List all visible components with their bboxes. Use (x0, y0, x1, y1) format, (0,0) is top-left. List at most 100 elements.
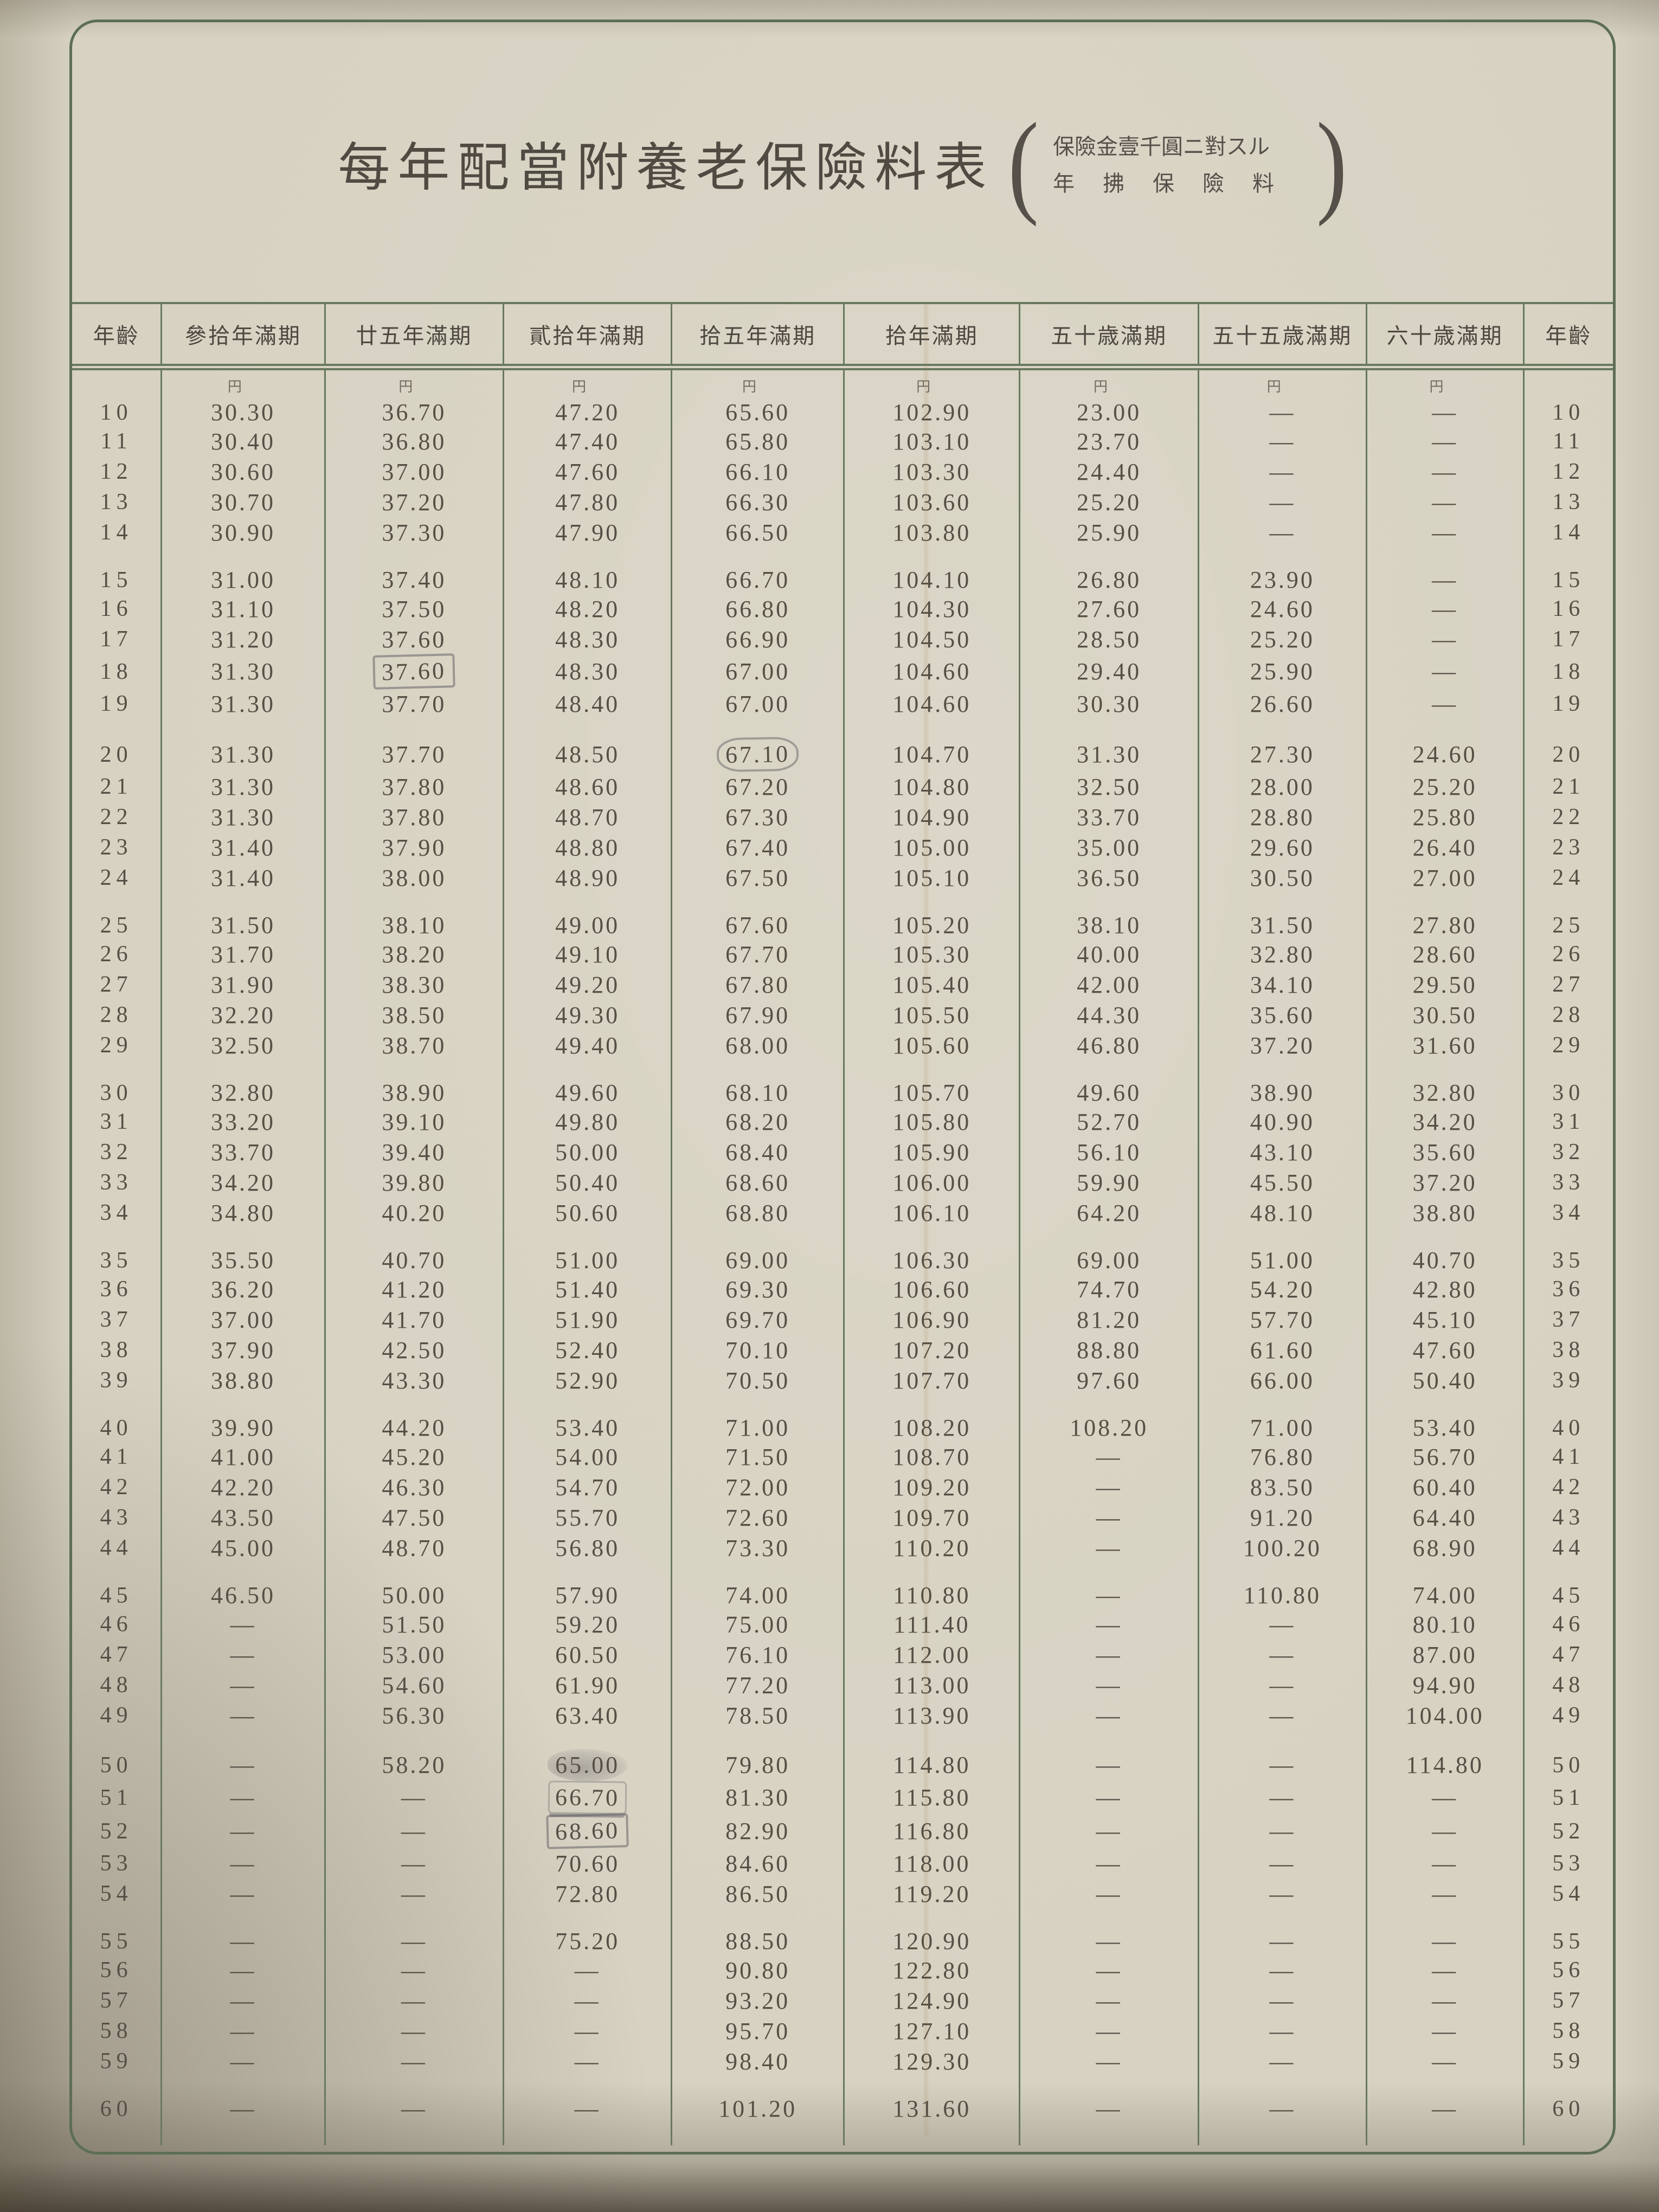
age-cell: 51 (1522, 1781, 1613, 1814)
premium-cell: — (1365, 594, 1524, 624)
premium-cell: 51.00 (1197, 1228, 1367, 1274)
premium-cell: — (1365, 1781, 1524, 1814)
age-cell: 58 (100, 2018, 133, 2043)
premium-cell: 56.10 (1019, 1137, 1199, 1167)
premium-cell: 108.20 (843, 1396, 1020, 1442)
age-cell: 23 (100, 835, 133, 860)
table-row: 18 31.30 37.60 48.30 67.00 104.60 29.40 25.90—1… (72, 653, 1613, 690)
column-header: 六十歳滿期 (1365, 302, 1524, 370)
premium-table: 年齡 參拾年滿期 廿五年滿期 貳拾年滿期 拾五年滿期 拾年滿期 五十歳滿期 五十五歳滿期 六十歳… (72, 302, 1613, 2145)
table-row: 39 38.80 43.30 52.90 70.50 107.70 97.60 66.00 50… (72, 1365, 1613, 1396)
premium-cell: 105.20 (843, 893, 1020, 939)
premium-cell: 45.20 (324, 1442, 504, 1472)
premium-cell: 80.10 (1365, 1609, 1524, 1639)
premium-cell: 31.90 (160, 969, 325, 1000)
premium-cell: 54.20 (1197, 1274, 1367, 1304)
premium-cell: 42.80 (1365, 1274, 1524, 1304)
premium-cell: — (1197, 2016, 1367, 2046)
premium-cell: — (160, 1848, 325, 1879)
premium-cell: 30.50 (1365, 1000, 1524, 1030)
table-row: 12 30.60 37.00 47.60 66.10 103.30 24.40— —12 (72, 456, 1613, 487)
premium-cell: 67.90 (671, 1000, 844, 1030)
premium-cell: 105.30 (843, 939, 1020, 969)
age-cell: 24 (1522, 863, 1613, 893)
premium-cell: 78.50 (671, 1700, 844, 1731)
premium-cell: 49.80 (503, 1107, 672, 1137)
premium-cell: 94.90 (1365, 1670, 1524, 1700)
table-row: 44 45.00 48.70 56.80 73.30 110.20—100.20 68.90… (72, 1533, 1613, 1563)
premium-cell: — (1365, 1879, 1524, 1909)
premium-cell: 118.00 (843, 1848, 1020, 1879)
premium-cell: — (324, 1985, 504, 2016)
age-cell: 34 (1522, 1198, 1613, 1228)
premium-cell: — (503, 2076, 672, 2123)
table-row: 59— — —98.40 129.30— — —59 (72, 2046, 1613, 2076)
premium-cell: 115.80 (843, 1781, 1020, 1814)
premium-cell: 107.70 (843, 1365, 1020, 1396)
premium-cell: — (1197, 517, 1367, 548)
premium-cell: 70.60 (503, 1848, 672, 1879)
premium-cell: 31.60 (1365, 1030, 1524, 1060)
age-cell: 58 (1522, 2016, 1613, 2046)
age-cell: 60 (1522, 2076, 1613, 2123)
table-row: 17 31.20 37.60 48.30 66.90 104.50 28.50 25.20—1… (72, 624, 1613, 654)
premium-cell: 31.70 (160, 939, 325, 969)
premium-cell: — (1019, 1879, 1199, 1909)
premium-cell: 49.30 (503, 1000, 672, 1030)
premium-cell: 87.00 (1365, 1639, 1524, 1670)
premium-cell: — (1365, 426, 1524, 456)
premium-cell: — (1365, 1848, 1524, 1879)
table-row: 58— — —95.70 127.10— — —58 (72, 2016, 1613, 2046)
premium-cell: 37.20 (324, 487, 504, 517)
premium-cell: 63.40 (503, 1700, 672, 1731)
premium-cell: — (1365, 2016, 1524, 2046)
premium-cell: 39.10 (324, 1107, 504, 1137)
premium-cell: — (503, 2046, 672, 2076)
premium-cell: 72.60 (671, 1502, 844, 1533)
premium-cell: — (1019, 1639, 1199, 1670)
premium-cell: 107.20 (843, 1335, 1020, 1365)
premium-cell: 97.60 (1019, 1365, 1199, 1396)
premium-cell: — (1019, 1814, 1199, 1848)
premium-cell: 37.90 (160, 1335, 325, 1365)
subtitle-line-2: 年拂保險料 (1053, 171, 1302, 196)
premium-cell: 104.50 (843, 624, 1020, 654)
premium-cell: 68.10 (671, 1060, 844, 1107)
age-cell: 33 (100, 1170, 133, 1195)
premium-cell: 58.20 (324, 1731, 504, 1781)
premium-cell: 98.40 (671, 2046, 844, 2076)
premium-cell: 49.20 (503, 969, 672, 1000)
premium-cell: 31.20 (160, 624, 325, 654)
age-cell: 50 (100, 1752, 133, 1778)
premium-cell: 36.50 (1019, 863, 1199, 893)
premium-cell: 48.30 (503, 624, 672, 654)
premium-cell: 112.00 (843, 1639, 1020, 1670)
premium-cell: 67.50 (671, 863, 844, 893)
premium-cell: — (1365, 1909, 1524, 1955)
premium-cell: 37.60 (324, 624, 504, 654)
table-row: 41 41.00 45.20 54.00 71.50 108.70—76.80 56.70 4… (72, 1442, 1613, 1472)
premium-cell: 56.70 (1365, 1442, 1524, 1472)
premium-cell: 26.60 (1197, 689, 1367, 719)
premium-cell: — (1197, 1879, 1367, 1909)
premium-cell: 50.40 (1365, 1365, 1524, 1396)
premium-cell: 69.00 (671, 1228, 844, 1274)
premium-cell: 68.00 (671, 1030, 844, 1060)
premium-cell: — (1365, 2046, 1524, 2076)
table-row: 14 30.90 37.30 47.90 66.50 103.80 25.90— —14 (72, 517, 1613, 548)
premium-cell: — (1019, 2046, 1199, 2076)
premium-cell: 103.60 (843, 487, 1020, 517)
premium-cell: 48.80 (503, 832, 672, 863)
premium-cell: — (503, 1955, 672, 1985)
age-cell: 35 (1522, 1228, 1613, 1274)
age-cell: 25 (1522, 893, 1613, 939)
premium-cell: 48.90 (503, 863, 672, 893)
filler-row (72, 2123, 1613, 2145)
age-cell: 36 (100, 1277, 133, 1302)
premium-cell: 105.70 (843, 1060, 1020, 1107)
premium-cell: 28.50 (1019, 624, 1199, 654)
premium-cell: 50.00 (503, 1137, 672, 1167)
premium-cell: 122.80 (843, 1955, 1020, 1985)
premium-cell: 100.20 (1197, 1533, 1367, 1563)
premium-cell: — (1365, 548, 1524, 594)
